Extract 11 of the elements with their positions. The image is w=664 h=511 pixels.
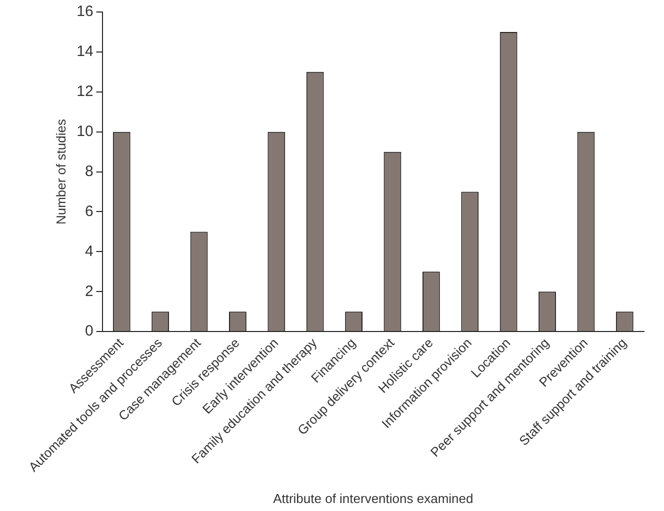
y-tick-label: 14	[76, 43, 94, 60]
y-tick-label: 8	[84, 162, 94, 180]
y-tick-label: 12	[76, 83, 94, 100]
y-tick-label: 16	[76, 3, 94, 20]
y-tick-label: 6	[84, 202, 94, 220]
x-axis-title: Attribute of interventions examined	[273, 490, 474, 506]
y-tick-label: 2	[84, 282, 94, 300]
y-tick-label: 0	[84, 322, 94, 340]
y-tick-label: 10	[76, 122, 94, 140]
y-axis-title: Number of studies	[53, 118, 68, 225]
y-tick-label: 4	[84, 242, 94, 260]
